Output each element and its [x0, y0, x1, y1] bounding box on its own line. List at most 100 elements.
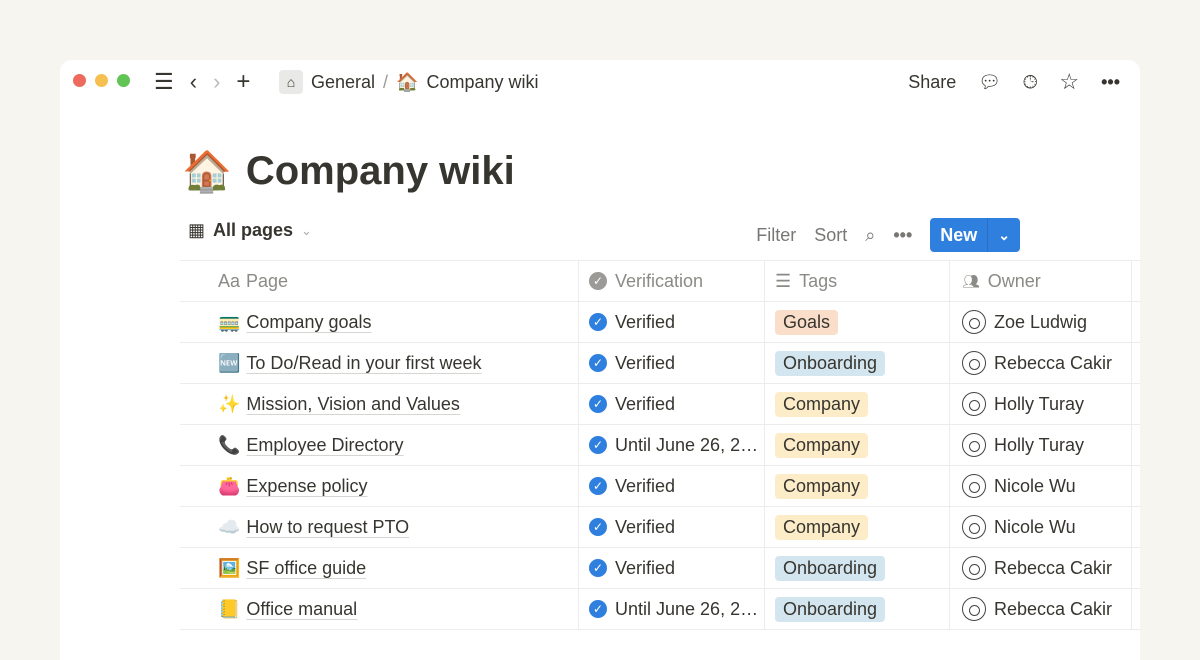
view-selector[interactable]: ▦ All pages ⌄ — [188, 220, 312, 241]
menu-icon[interactable]: ☰ — [154, 69, 174, 94]
page-icon[interactable]: 🏠 — [182, 150, 232, 194]
page-cell[interactable]: 📞 Employee Directory — [180, 425, 579, 465]
page-cell[interactable]: 🚃 Company goals — [180, 302, 579, 342]
tags-cell[interactable]: Goals — [765, 302, 950, 342]
column-header-page[interactable]: Aa Page — [180, 261, 579, 301]
page-link[interactable]: SF office guide — [246, 557, 367, 578]
owner-cell[interactable]: Nicole Wu — [950, 507, 1132, 547]
tags-cell[interactable]: Company — [765, 425, 950, 465]
share-button[interactable]: Share — [908, 71, 957, 92]
page-emoji-icon: 🆕 — [218, 352, 241, 373]
verification-cell[interactable]: ✓ Verified — [579, 302, 765, 342]
tags-cell[interactable]: Company — [765, 384, 950, 424]
column-header-tags[interactable]: ☰ Tags — [765, 261, 950, 301]
column-header-owner[interactable]: 👥︎ Owner — [950, 261, 1132, 301]
close-window-button[interactable] — [73, 74, 86, 87]
breadcrumb-company-wiki[interactable]: Company wiki — [426, 71, 539, 92]
page-cell[interactable]: ✨ Mission, Vision and Values — [180, 384, 579, 424]
verification-status: Verified — [615, 393, 676, 414]
verification-cell[interactable]: ✓ Verified — [579, 343, 765, 383]
table-header: Aa Page ✓ Verification ☰ Tags 👥︎ Owner — [180, 261, 1140, 302]
verification-status: Verified — [615, 352, 676, 373]
page-emoji-icon: 🚃 — [218, 311, 241, 332]
page-title: 🏠 Company wiki — [182, 148, 515, 195]
table-row[interactable]: 🖼️ SF office guide ✓ Verified Onboarding R… — [180, 548, 1140, 589]
table-row[interactable]: ☁️ How to request PTO ✓ Verified Company N… — [180, 507, 1140, 548]
more-icon[interactable]: ••• — [1101, 71, 1120, 92]
verified-badge-icon: ✓ — [589, 518, 607, 536]
page-link[interactable]: Office manual — [246, 598, 358, 619]
tag-badge: Goals — [775, 309, 839, 335]
breadcrumb-general[interactable]: General — [311, 71, 376, 92]
search-icon[interactable]: ⌕ — [865, 224, 876, 245]
owner-cell[interactable]: Zoe Ludwig — [950, 302, 1132, 342]
verified-badge-icon: ✓ — [589, 600, 607, 618]
owner-name: Rebecca Cakir — [994, 352, 1113, 373]
new-button-label[interactable]: New — [940, 224, 978, 245]
table-row[interactable]: 📒 Office manual ✓ Until June 26, 2… Onboar… — [180, 589, 1140, 630]
owner-cell[interactable]: Rebecca Cakir — [950, 589, 1132, 629]
more-options-icon[interactable]: ••• — [893, 224, 913, 245]
tags-cell[interactable]: Onboarding — [765, 589, 950, 629]
verification-status: Verified — [615, 516, 676, 537]
verification-cell[interactable]: ✓ Verified — [579, 507, 765, 547]
maximize-window-button[interactable] — [117, 74, 130, 87]
verification-cell[interactable]: ✓ Until June 26, 2… — [579, 589, 765, 629]
tag-badge: Onboarding — [775, 350, 886, 376]
page-cell[interactable]: ☁️ How to request PTO — [180, 507, 579, 547]
owner-cell[interactable]: Rebecca Cakir — [950, 343, 1132, 383]
verification-cell[interactable]: ✓ Verified — [579, 384, 765, 424]
tag-badge: Onboarding — [775, 555, 886, 581]
table-row[interactable]: ✨ Mission, Vision and Values ✓ Verified Co… — [180, 384, 1140, 425]
sort-button[interactable]: Sort — [814, 224, 848, 245]
house-icon: 🏠 — [396, 71, 419, 92]
filter-button[interactable]: Filter — [756, 224, 797, 245]
owner-cell[interactable]: Holly Turay — [950, 425, 1132, 465]
verification-cell[interactable]: ✓ Until June 26, 2… — [579, 425, 765, 465]
table-row[interactable]: 🆕 To Do/Read in your first week ✓ Verified… — [180, 343, 1140, 384]
page-cell[interactable]: 📒 Office manual — [180, 589, 579, 629]
view-name[interactable]: All pages — [213, 220, 294, 240]
comment-icon[interactable]: 💬︎ — [978, 71, 1002, 92]
page-link[interactable]: Mission, Vision and Values — [246, 393, 460, 414]
page-cell[interactable]: 🖼️ SF office guide — [180, 548, 579, 588]
page-title-text[interactable]: Company wiki — [245, 149, 515, 193]
table-row[interactable]: 🚃 Company goals ✓ Verified Goals Zoe Ludwi… — [180, 302, 1140, 343]
page-link[interactable]: Expense policy — [246, 475, 368, 496]
owner-cell[interactable]: Holly Turay — [950, 384, 1132, 424]
tags-cell[interactable]: Company — [765, 507, 950, 547]
star-icon[interactable]: ☆ — [1059, 69, 1080, 94]
verification-status: Verified — [615, 311, 676, 332]
page-cell[interactable]: 👛 Expense policy — [180, 466, 579, 506]
database-table: Aa Page ✓ Verification ☰ Tags 👥︎ Owner 🚃 Comp… — [180, 260, 1140, 630]
avatar — [962, 515, 986, 539]
page-cell[interactable]: 🆕 To Do/Read in your first week — [180, 343, 579, 383]
home-icon[interactable]: ⌂ — [279, 70, 303, 94]
column-header-verification[interactable]: ✓ Verification — [579, 261, 765, 301]
avatar — [962, 433, 986, 457]
tags-cell[interactable]: Onboarding — [765, 548, 950, 588]
table-row[interactable]: 👛 Expense policy ✓ Verified Company Nicole… — [180, 466, 1140, 507]
new-dropdown-chevron-icon[interactable]: ⌄ — [987, 218, 1020, 252]
new-button[interactable]: New ⌄ — [930, 218, 1020, 252]
page-link[interactable]: Employee Directory — [246, 434, 404, 455]
page-link[interactable]: To Do/Read in your first week — [246, 352, 482, 373]
plus-icon[interactable]: + — [236, 68, 251, 95]
page-link[interactable]: How to request PTO — [246, 516, 410, 537]
history-icon[interactable]: 🕒︎ — [1023, 71, 1038, 92]
column-label: Verification — [615, 270, 704, 291]
forward-icon[interactable]: › — [213, 69, 221, 94]
owner-cell[interactable]: Nicole Wu — [950, 466, 1132, 506]
tags-cell[interactable]: Onboarding — [765, 343, 950, 383]
verification-cell[interactable]: ✓ Verified — [579, 548, 765, 588]
page-link[interactable]: Company goals — [246, 311, 372, 332]
verified-badge-icon: ✓ — [589, 395, 607, 413]
table-row[interactable]: 📞 Employee Directory ✓ Until June 26, 2… C… — [180, 425, 1140, 466]
verification-status: Verified — [615, 557, 676, 578]
verification-cell[interactable]: ✓ Verified — [579, 466, 765, 506]
page-emoji-icon: 🖼️ — [218, 557, 241, 578]
back-icon[interactable]: ‹ — [189, 69, 198, 94]
minimize-window-button[interactable] — [95, 74, 108, 87]
owner-cell[interactable]: Rebecca Cakir — [950, 548, 1132, 588]
tags-cell[interactable]: Company — [765, 466, 950, 506]
